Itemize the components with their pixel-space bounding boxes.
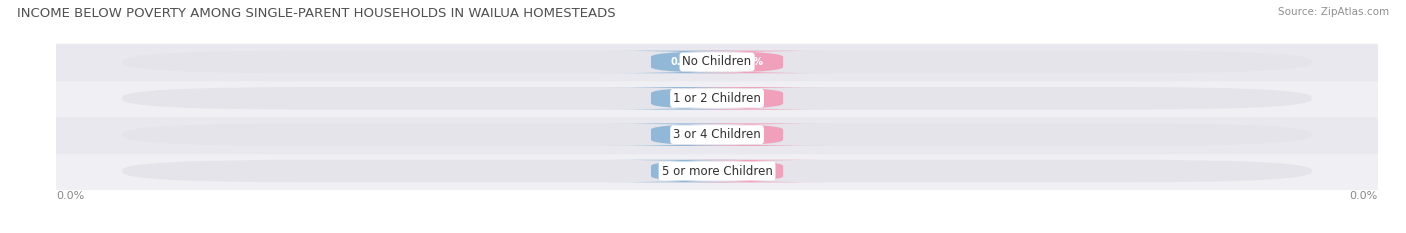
FancyBboxPatch shape xyxy=(122,51,1312,73)
FancyBboxPatch shape xyxy=(671,51,830,73)
Text: 0.0%: 0.0% xyxy=(737,130,763,140)
Text: 0.0%: 0.0% xyxy=(56,191,84,201)
FancyBboxPatch shape xyxy=(671,87,830,110)
FancyBboxPatch shape xyxy=(671,123,830,146)
FancyBboxPatch shape xyxy=(605,123,763,146)
Text: 0.0%: 0.0% xyxy=(1350,191,1378,201)
FancyBboxPatch shape xyxy=(605,160,763,182)
Text: 0.0%: 0.0% xyxy=(671,166,697,176)
FancyBboxPatch shape xyxy=(605,51,763,73)
FancyBboxPatch shape xyxy=(671,160,830,182)
FancyBboxPatch shape xyxy=(605,87,763,110)
Text: 0.0%: 0.0% xyxy=(671,57,697,67)
Bar xyxy=(56,116,1378,153)
FancyBboxPatch shape xyxy=(122,87,1312,110)
Text: Source: ZipAtlas.com: Source: ZipAtlas.com xyxy=(1278,7,1389,17)
Text: 0.0%: 0.0% xyxy=(671,93,697,103)
Text: 0.0%: 0.0% xyxy=(737,93,763,103)
Text: 0.0%: 0.0% xyxy=(671,130,697,140)
Text: INCOME BELOW POVERTY AMONG SINGLE-PARENT HOUSEHOLDS IN WAILUA HOMESTEADS: INCOME BELOW POVERTY AMONG SINGLE-PARENT… xyxy=(17,7,616,20)
Text: 1 or 2 Children: 1 or 2 Children xyxy=(673,92,761,105)
Text: 0.0%: 0.0% xyxy=(737,57,763,67)
Bar xyxy=(56,153,1378,189)
FancyBboxPatch shape xyxy=(122,123,1312,146)
Bar xyxy=(56,80,1378,116)
Text: 5 or more Children: 5 or more Children xyxy=(662,164,772,178)
FancyBboxPatch shape xyxy=(122,160,1312,182)
Text: 3 or 4 Children: 3 or 4 Children xyxy=(673,128,761,141)
Bar xyxy=(56,44,1378,80)
Text: 0.0%: 0.0% xyxy=(737,166,763,176)
Text: No Children: No Children xyxy=(682,55,752,69)
